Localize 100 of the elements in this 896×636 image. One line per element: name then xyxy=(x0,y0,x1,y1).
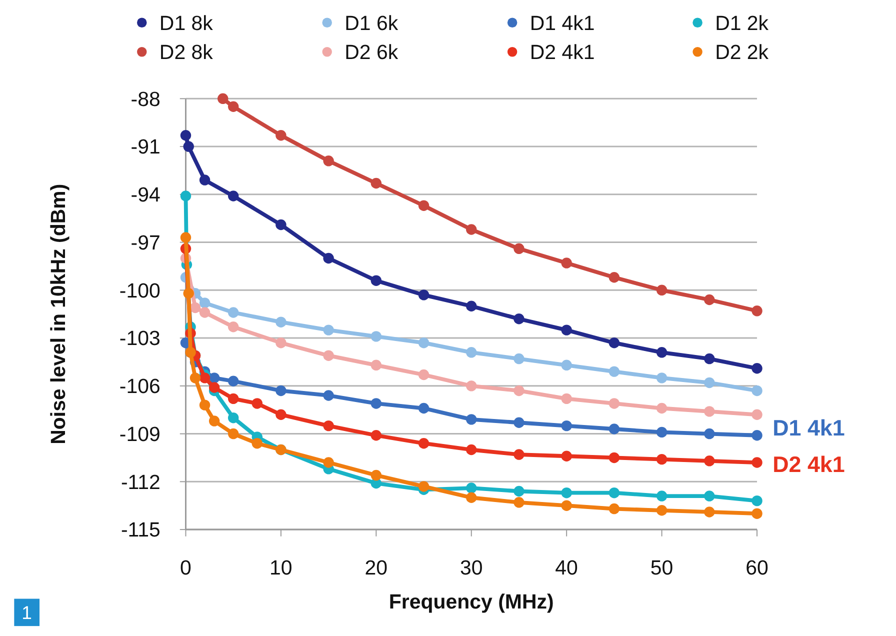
legend-label: D1 2k xyxy=(715,12,770,35)
point xyxy=(561,500,572,511)
y-tick-label: -91 xyxy=(130,136,160,159)
point xyxy=(608,503,620,514)
point xyxy=(418,402,430,414)
legend-label: D2 4k1 xyxy=(530,41,595,64)
legend-label: D2 8k xyxy=(159,41,214,64)
point xyxy=(199,298,210,308)
x-axis-title: Frequency (MHz) xyxy=(388,590,554,614)
point xyxy=(180,190,192,202)
point xyxy=(704,377,715,388)
point xyxy=(608,337,620,348)
text: 1 xyxy=(22,602,32,623)
annotation: D1 4k1 xyxy=(772,415,845,440)
point xyxy=(704,490,715,502)
point xyxy=(608,272,620,283)
point xyxy=(180,232,192,243)
point xyxy=(228,412,239,424)
point xyxy=(180,130,192,141)
point xyxy=(228,428,239,440)
x-tick-label: 0 xyxy=(180,556,192,580)
point xyxy=(323,390,334,401)
point xyxy=(704,294,715,306)
point xyxy=(228,307,239,318)
point xyxy=(561,324,572,336)
x-tick-label: 60 xyxy=(746,556,768,580)
x-tick-label: 30 xyxy=(460,556,483,580)
point xyxy=(199,372,210,384)
point xyxy=(183,288,194,299)
y-tick-label: -97 xyxy=(130,231,160,254)
point xyxy=(208,416,220,426)
point xyxy=(252,438,263,449)
point xyxy=(608,452,620,464)
point xyxy=(752,430,762,441)
x-tick-label: 10 xyxy=(270,556,292,580)
legend-label: D2 2k xyxy=(715,41,770,64)
point xyxy=(208,382,220,393)
point xyxy=(608,398,620,409)
point xyxy=(199,307,210,318)
point xyxy=(656,402,668,414)
point xyxy=(199,174,210,186)
x-tick-label: 20 xyxy=(364,556,388,580)
point xyxy=(276,219,286,230)
point xyxy=(466,444,477,456)
point xyxy=(323,420,334,432)
point xyxy=(370,430,382,441)
point xyxy=(466,482,477,494)
legend-label: D2 6k xyxy=(344,41,399,64)
point xyxy=(252,398,263,409)
point xyxy=(418,200,430,211)
point xyxy=(466,414,477,425)
x-tick-label: 40 xyxy=(555,556,578,580)
point xyxy=(561,487,572,498)
point xyxy=(752,495,762,506)
y-tick-label: -94 xyxy=(130,184,160,207)
point xyxy=(190,302,201,314)
point xyxy=(561,360,572,371)
point xyxy=(656,284,668,296)
point xyxy=(276,385,286,396)
point xyxy=(370,275,382,286)
legend-label: D1 6k xyxy=(344,12,399,35)
point xyxy=(752,363,762,374)
point xyxy=(704,406,715,417)
point xyxy=(752,306,762,316)
point xyxy=(656,454,668,465)
point xyxy=(276,337,286,348)
point xyxy=(218,93,228,104)
point xyxy=(276,409,286,420)
point xyxy=(418,337,430,348)
point xyxy=(466,224,477,235)
point xyxy=(418,438,430,449)
point xyxy=(228,393,239,404)
point xyxy=(276,316,286,328)
annotation: D2 4k1 xyxy=(772,452,845,477)
point xyxy=(656,347,668,358)
point xyxy=(656,505,668,516)
point xyxy=(183,141,194,152)
point xyxy=(514,385,524,396)
point xyxy=(608,366,620,377)
point xyxy=(514,449,524,460)
point xyxy=(514,497,524,508)
point xyxy=(608,424,620,434)
point xyxy=(466,300,477,312)
point xyxy=(752,409,762,420)
point xyxy=(514,314,524,324)
point xyxy=(656,426,668,438)
point xyxy=(514,243,524,254)
y-tick-label: -109 xyxy=(119,422,160,446)
point xyxy=(752,508,762,519)
point xyxy=(561,450,572,462)
point xyxy=(370,398,382,409)
point xyxy=(704,428,715,440)
point xyxy=(752,457,762,468)
point xyxy=(514,353,524,364)
point xyxy=(466,347,477,358)
point xyxy=(418,481,430,492)
x-tick-label: 50 xyxy=(650,556,674,580)
point xyxy=(514,417,524,428)
point xyxy=(704,353,715,364)
point xyxy=(608,487,620,498)
